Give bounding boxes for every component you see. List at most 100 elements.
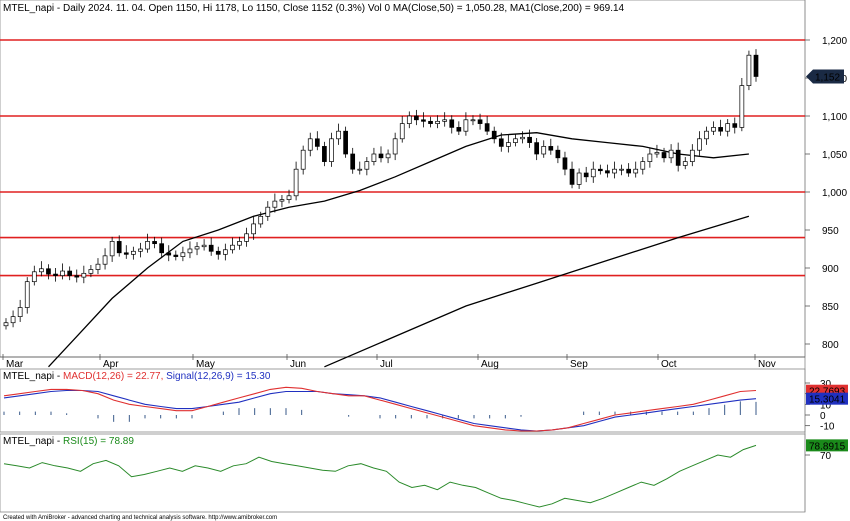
candle-body <box>647 153 653 162</box>
candle-body <box>725 123 731 132</box>
candle-body <box>406 115 412 124</box>
candle-body <box>329 138 334 162</box>
last-price-label: 1,152 <box>815 72 840 83</box>
candle-body <box>626 168 631 174</box>
candle-body <box>180 252 186 257</box>
candle-body <box>597 168 603 172</box>
macd-line <box>3 386 757 432</box>
candle-body <box>633 168 639 174</box>
candle-body <box>739 85 745 128</box>
x-tick-label: Oct <box>661 359 677 370</box>
rsi-line <box>3 444 757 508</box>
candle-body <box>576 172 582 185</box>
candle-body <box>208 244 214 252</box>
price-header: MTEL_napi - Daily 2024. 11. 04. Open 115… <box>3 3 625 14</box>
candle-body <box>689 149 695 162</box>
candle-body <box>201 244 207 248</box>
candle-body <box>300 149 306 170</box>
signal-line <box>3 389 757 432</box>
candle-body <box>31 271 37 283</box>
candle-body <box>17 307 23 317</box>
candle-body <box>286 195 292 200</box>
candle-body <box>675 149 681 166</box>
candle-body <box>187 248 193 254</box>
candle-body <box>421 119 426 122</box>
candle-body <box>463 119 469 132</box>
rsi-badge <box>806 439 848 452</box>
candle-body <box>159 243 165 254</box>
candle-body <box>428 120 433 124</box>
candle-body <box>541 146 547 155</box>
candle-body <box>682 161 688 166</box>
x-tick-label: May <box>196 359 215 370</box>
candle-body <box>506 142 511 147</box>
candle-body <box>399 123 405 140</box>
candle-body <box>343 130 348 155</box>
candle-body <box>67 270 73 276</box>
candle-body <box>194 246 200 250</box>
candle-body <box>414 115 419 121</box>
ma200-line <box>324 215 750 368</box>
candle-body <box>123 252 129 255</box>
footer-credit: Created with AmiBroker - advanced charti… <box>3 515 277 521</box>
macd-header: MTEL_napi - MACD(12,26) = 22.77, Signal(… <box>3 371 271 382</box>
macd-y-label: -10 <box>820 422 835 433</box>
candle-body <box>392 138 398 155</box>
candle-body <box>527 136 532 143</box>
candle-body <box>166 252 172 256</box>
candle-body <box>293 168 299 197</box>
candle-body <box>222 249 228 255</box>
candle-body <box>484 123 490 132</box>
macd-panel <box>0 368 806 433</box>
x-tick-label: Apr <box>103 359 119 370</box>
macd-badge-label: 22.7693 <box>809 387 846 398</box>
y-tick-label: 900 <box>822 264 839 275</box>
candle-body <box>562 157 568 170</box>
candle-body <box>10 316 16 324</box>
x-tick-label: Jun <box>290 359 306 370</box>
candle-body <box>371 153 377 162</box>
candle-body <box>173 254 179 257</box>
candle-body <box>24 281 30 308</box>
candle-body <box>555 149 561 159</box>
macd-y-label: 30 <box>820 379 832 390</box>
candle-body <box>364 161 370 170</box>
y-tick-label: 1,050 <box>822 150 847 161</box>
candle-body <box>704 130 709 140</box>
candle-body <box>258 215 264 225</box>
y-tick-label: 850 <box>822 302 839 313</box>
candle-body <box>718 127 723 132</box>
candle-body <box>583 172 589 178</box>
candle-body <box>470 119 476 122</box>
rsi-panel <box>0 433 806 513</box>
candle-body <box>322 146 327 162</box>
candle-body <box>711 127 716 132</box>
candle-body <box>307 138 313 151</box>
candle-body <box>74 275 80 278</box>
signal-badge <box>806 392 848 405</box>
candle-body <box>279 199 285 202</box>
x-tick-label: Nov <box>758 359 776 370</box>
candle-body <box>3 322 9 327</box>
ma50-line <box>48 132 749 368</box>
candle-body <box>336 130 341 140</box>
candle-body <box>314 138 320 147</box>
candle-body <box>569 168 575 185</box>
candle-body <box>350 153 356 170</box>
candle-body <box>612 168 617 174</box>
candle-body <box>449 119 455 128</box>
rsi-badge-label: 78.8915 <box>809 441 846 452</box>
candle-body <box>590 168 596 178</box>
y-tick-label: 800 <box>822 340 839 351</box>
candle-body <box>520 136 525 140</box>
candle-body <box>753 54 759 77</box>
candle-body <box>654 152 660 155</box>
candle-body <box>435 120 440 124</box>
candle-body <box>95 263 101 270</box>
candle-body <box>251 223 256 235</box>
candle-body <box>265 206 271 217</box>
price-panel <box>0 0 806 358</box>
candle-body <box>215 250 221 255</box>
